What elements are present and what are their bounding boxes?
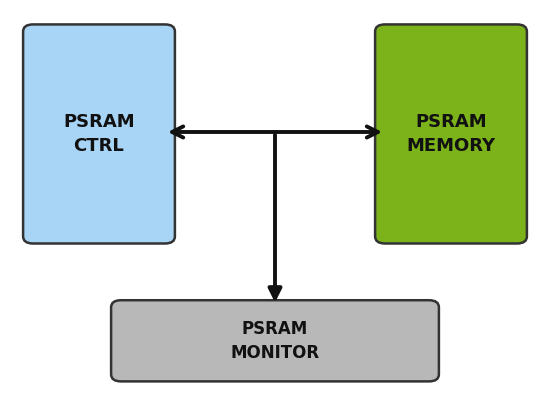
FancyBboxPatch shape (111, 300, 439, 381)
FancyBboxPatch shape (23, 24, 175, 243)
Text: PSRAM
MEMORY: PSRAM MEMORY (406, 113, 496, 155)
FancyBboxPatch shape (375, 24, 527, 243)
Text: PSRAM
CTRL: PSRAM CTRL (63, 113, 135, 155)
Text: PSRAM
MONITOR: PSRAM MONITOR (230, 320, 320, 362)
